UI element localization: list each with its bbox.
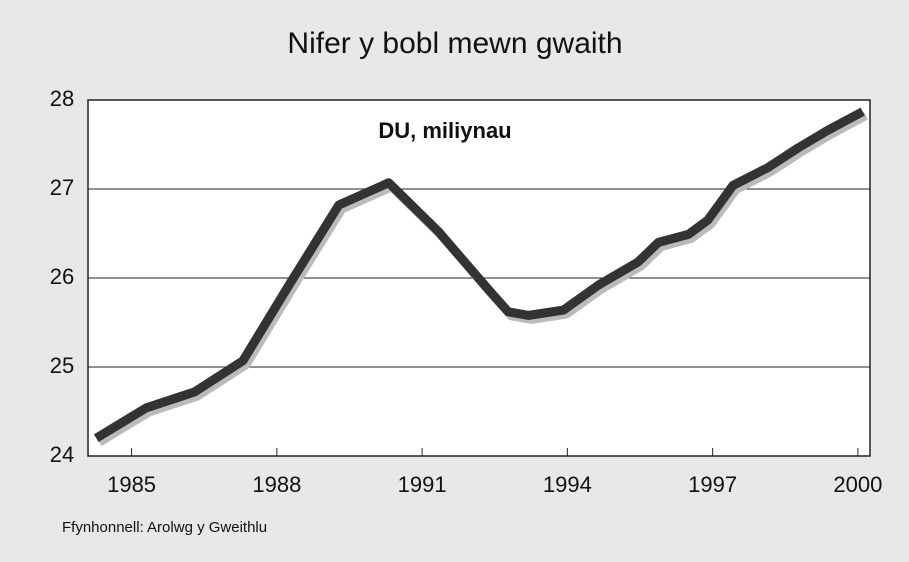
annotation: DU, miliynau [378, 118, 511, 143]
x-tick-label: 2000 [833, 472, 882, 497]
y-tick-label: 27 [50, 175, 74, 200]
x-tick-label: 1988 [252, 472, 301, 497]
x-tick-label: 1985 [107, 472, 156, 497]
source: Ffynhonnell: Arolwg y Gweithlu [62, 519, 267, 536]
line [93, 107, 865, 443]
y-tick-label: 25 [50, 353, 74, 378]
x-tick-label: 1991 [398, 472, 447, 497]
x-tick-label: 1994 [543, 472, 592, 497]
y-tick-label: 24 [50, 442, 74, 467]
y-tick-label: 26 [50, 264, 74, 289]
x-tick-label: 1997 [688, 472, 737, 497]
chart-title: Nifer y bobl mewn gwaith [287, 27, 622, 60]
y-tick-label: 28 [50, 86, 74, 111]
